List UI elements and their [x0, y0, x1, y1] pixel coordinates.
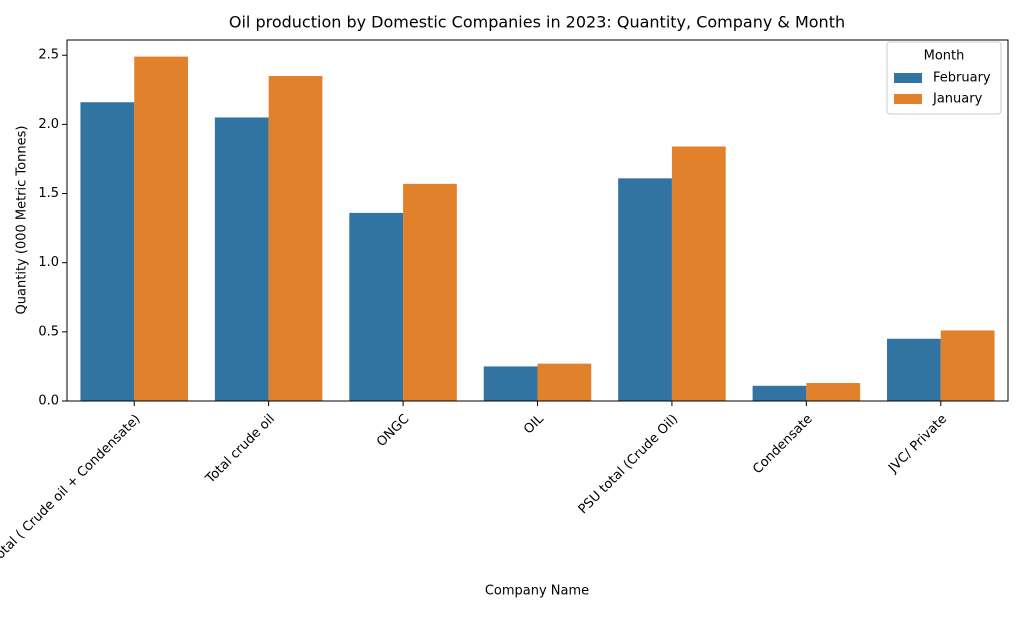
x-tick-label: Total crude oil	[202, 412, 278, 488]
legend-swatch	[894, 73, 922, 83]
y-axis-label: Quantity (000 Metric Tonnes)	[15, 126, 30, 315]
bar	[80, 102, 135, 401]
x-tick-label: JVC/ Private	[885, 412, 950, 477]
y-tick-label: 0.0	[38, 394, 59, 409]
bar	[349, 212, 404, 401]
legend-label: February	[933, 71, 991, 86]
bar	[403, 183, 457, 401]
y-tick-label: 1.0	[38, 255, 59, 270]
bar	[671, 146, 726, 401]
bar	[214, 117, 269, 402]
y-tick-label: 2.5	[38, 48, 59, 63]
legend-swatch	[894, 94, 922, 104]
bar	[618, 178, 672, 401]
x-tick-label: Condensate	[750, 412, 815, 477]
bar	[940, 330, 995, 401]
bar	[268, 75, 323, 402]
x-tick-label: OIL	[521, 411, 547, 437]
x-tick-label: Total ( Crude oil + Condensate)	[0, 412, 144, 567]
x-tick-label: PSU total (Crude Oil)	[576, 412, 682, 518]
legend-label: January	[932, 92, 983, 107]
bar	[887, 338, 941, 401]
bar	[483, 366, 538, 401]
bar	[537, 363, 592, 401]
legend-title: Month	[924, 49, 965, 64]
x-axis-label: Company Name	[485, 584, 589, 599]
y-tick-label: 1.5	[38, 186, 59, 201]
y-tick-label: 0.5	[38, 324, 59, 339]
bar	[806, 383, 861, 401]
bar	[752, 385, 807, 401]
chart-title: Oil production by Domestic Companies in …	[229, 13, 845, 32]
x-tick-label: ONGC	[374, 412, 412, 450]
y-tick-label: 2.0	[38, 117, 59, 132]
plot-frame	[66, 39, 1009, 402]
bar	[134, 56, 188, 401]
